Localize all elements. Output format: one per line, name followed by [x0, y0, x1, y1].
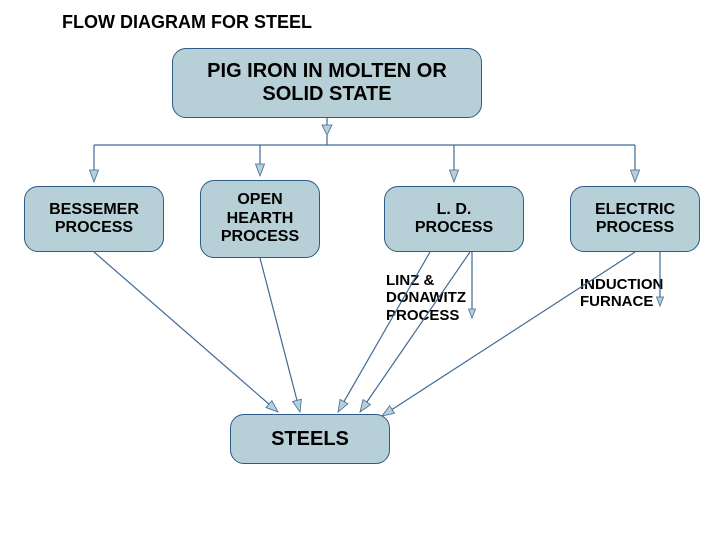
node-steels: STEELS — [230, 414, 390, 464]
diagram-title: FLOW DIAGRAM FOR STEEL — [62, 12, 312, 33]
annotation-linz: LINZ & DONAWITZ PROCESS — [386, 272, 466, 324]
node-electric: ELECTRIC PROCESS — [570, 186, 700, 252]
node-pig-iron: PIG IRON IN MOLTEN OR SOLID STATE — [172, 48, 482, 118]
node-ld: L. D. PROCESS — [384, 186, 524, 252]
node-bessemer: BESSEMER PROCESS — [24, 186, 164, 252]
annotation-induction: INDUCTION FURNACE — [580, 276, 663, 311]
diagram-canvas: FLOW DIAGRAM FOR STEEL PIG IRON IN MOLTE… — [0, 0, 720, 540]
node-open-hearth: OPEN HEARTH PROCESS — [200, 180, 320, 258]
